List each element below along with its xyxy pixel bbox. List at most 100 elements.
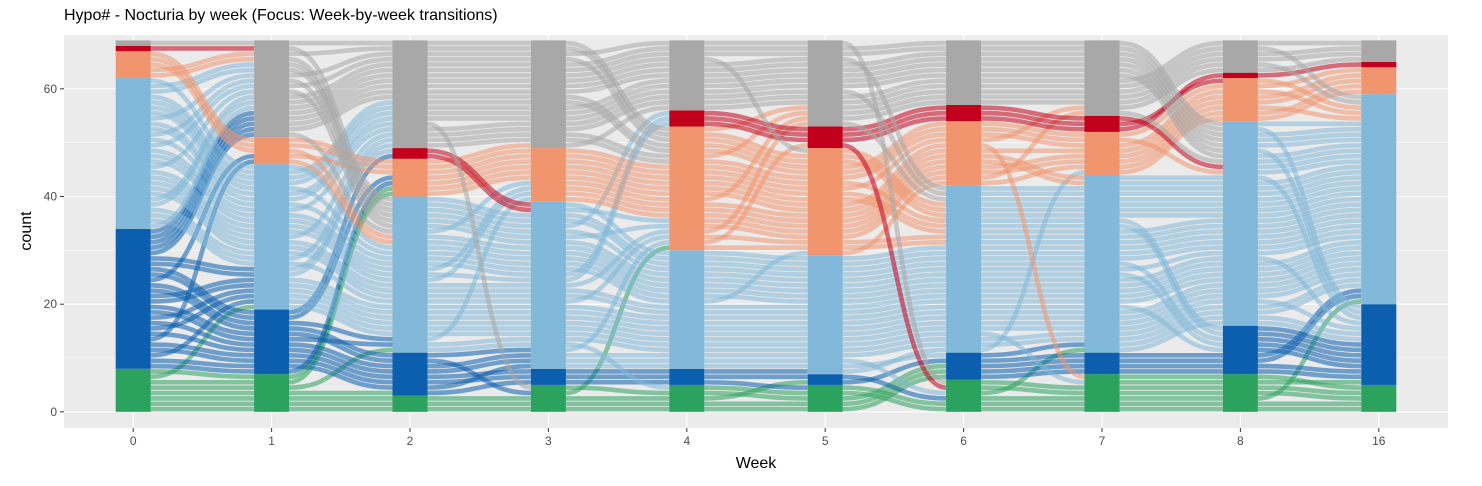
flow-line xyxy=(289,293,393,326)
flow-line xyxy=(1257,126,1362,310)
flow-line xyxy=(150,175,255,234)
flow-line xyxy=(1119,94,1223,154)
flow-line xyxy=(981,126,1085,143)
flow-line xyxy=(1257,299,1362,331)
y-axis-title: count xyxy=(18,211,35,251)
flow-line xyxy=(427,358,531,374)
flow-line xyxy=(150,272,255,320)
flow-line xyxy=(842,326,947,342)
flow-line xyxy=(565,67,670,89)
flow-line xyxy=(704,250,808,261)
flow-line xyxy=(289,299,393,331)
flow-line xyxy=(842,94,947,116)
stratum-bar xyxy=(1222,72,1258,79)
flow-line xyxy=(1257,315,1362,337)
flow-line xyxy=(565,304,670,320)
flow-line xyxy=(1119,299,1223,331)
x-axis-title: Week xyxy=(736,455,778,472)
flow-line xyxy=(150,56,255,148)
stratum-bar xyxy=(115,78,151,229)
flow-line xyxy=(565,266,670,304)
flow-line xyxy=(1257,137,1362,148)
flow-line xyxy=(427,234,531,250)
flow-line xyxy=(704,272,808,283)
flow-line xyxy=(150,256,255,272)
flow-line xyxy=(565,94,670,127)
flow-line xyxy=(1257,62,1362,105)
flow-line xyxy=(289,250,393,299)
stratum-bar xyxy=(807,255,843,375)
stratum-bar xyxy=(807,126,843,149)
flow-line xyxy=(1257,56,1362,73)
flow-line xyxy=(289,213,393,267)
flow-line xyxy=(1119,223,1223,240)
flow-line xyxy=(427,196,531,218)
x-tick-label: 6 xyxy=(960,434,967,448)
flow-line xyxy=(1257,283,1362,315)
stratum-bar xyxy=(1084,352,1120,375)
stratum-bar xyxy=(1222,78,1258,122)
flow-line xyxy=(1257,256,1362,326)
flow-line xyxy=(1119,229,1223,245)
flow-line xyxy=(704,385,808,396)
flow-line xyxy=(842,342,947,358)
flow-line xyxy=(150,159,255,224)
flow-line xyxy=(1119,73,1224,159)
flow-line xyxy=(1257,261,1362,288)
flow-line xyxy=(150,331,255,353)
flow-line xyxy=(150,213,255,261)
flow-line xyxy=(565,164,670,186)
flow-line xyxy=(150,126,255,202)
flow-line xyxy=(842,126,947,175)
stratum-bar xyxy=(254,309,290,375)
flow-line xyxy=(1257,148,1362,315)
flow-line xyxy=(981,336,1085,347)
flow-line xyxy=(1119,137,1223,175)
flow-line xyxy=(1119,110,1223,164)
flow-line xyxy=(565,256,670,294)
flow-line xyxy=(704,121,808,143)
flow-line xyxy=(704,288,808,299)
stratum-bar xyxy=(669,368,705,385)
flow-line xyxy=(289,342,393,369)
flow-line xyxy=(1257,46,1362,57)
flow-line xyxy=(427,213,531,234)
flow-line xyxy=(842,89,947,110)
stratum-bar xyxy=(1361,67,1397,95)
flow-line xyxy=(981,358,1085,369)
stratum-bar xyxy=(392,40,428,149)
flow-line xyxy=(427,358,531,396)
flow-line xyxy=(1257,336,1362,358)
flow-line xyxy=(842,89,947,197)
flow-line xyxy=(704,143,808,170)
flow-line xyxy=(565,56,670,78)
y-tick-label: 0 xyxy=(50,405,57,419)
flow-line xyxy=(1119,250,1223,272)
stratum-bar xyxy=(115,51,151,79)
flow-line xyxy=(427,148,531,170)
flow-line xyxy=(842,83,947,105)
flow-line xyxy=(842,331,947,347)
flow-line xyxy=(289,218,393,272)
flow-line xyxy=(150,137,255,207)
flow-line xyxy=(565,385,670,396)
flow-line xyxy=(1257,186,1362,207)
flow-line xyxy=(704,94,808,105)
flow-line xyxy=(842,320,947,337)
flow-line xyxy=(1257,347,1362,369)
flow-line xyxy=(1119,40,1224,127)
flow-line xyxy=(981,342,1085,358)
stratum-bar xyxy=(946,185,982,353)
flow-line xyxy=(1257,196,1362,218)
flow-line xyxy=(1257,46,1362,100)
stratum-bar xyxy=(669,384,705,412)
flow-line xyxy=(704,202,808,218)
flow-line xyxy=(1257,159,1362,175)
flow-line xyxy=(842,304,947,320)
flow-line xyxy=(842,121,947,202)
flow-line xyxy=(565,169,670,191)
stratum-bar xyxy=(115,368,151,412)
stratum-bar xyxy=(530,201,566,369)
flow-line xyxy=(842,245,947,261)
